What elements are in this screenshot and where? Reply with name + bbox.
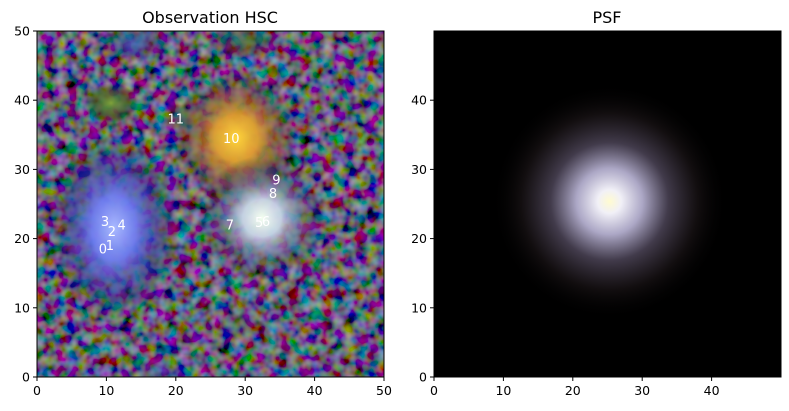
left-y-tick-label: 20: [14, 231, 30, 246]
left-y-tick-label: 30: [14, 162, 30, 177]
left-x-tick-label: 50: [376, 383, 392, 398]
right-axes-frame: [433, 30, 782, 378]
left-x-tick-label: 40: [307, 383, 323, 398]
source-label: 1: [106, 239, 114, 254]
right-y-tick-label: 30: [411, 162, 427, 177]
left-axes-frame: [36, 30, 385, 378]
right-panel-title: PSF: [592, 8, 621, 27]
source-label: 3: [101, 215, 109, 230]
source-label: 7: [226, 218, 234, 233]
left-x-tick-label: 30: [237, 383, 253, 398]
right-y-tick-label: 10: [411, 300, 427, 315]
source-label: 0: [99, 242, 107, 257]
psf-image: [434, 31, 781, 377]
left-y-tick-label: 0: [22, 370, 30, 385]
left-x-tick-label: 20: [168, 383, 184, 398]
right-y-tick-label: 40: [411, 93, 427, 108]
right-x-tick-label: 10: [495, 383, 511, 398]
right-x-tick-label: 40: [704, 383, 720, 398]
left-y-tick-label: 40: [14, 93, 30, 108]
source-label: 2: [108, 225, 116, 240]
left-y-ticks: 0 10 20 30 40 50: [14, 24, 37, 385]
source-label: 9: [272, 173, 280, 188]
right-x-tick-label: 0: [430, 383, 438, 398]
left-y-tick-label: 50: [14, 24, 30, 39]
source-label: 4: [118, 218, 126, 233]
source-label: 6: [262, 215, 270, 230]
right-x-tick-label: 30: [634, 383, 650, 398]
right-y-tick-label: 20: [411, 231, 427, 246]
right-x-tick-label: 20: [565, 383, 581, 398]
right-y-tick-label: 0: [419, 370, 427, 385]
source-label: 5: [255, 216, 263, 231]
left-y-tick-label: 10: [14, 300, 30, 315]
right-y-ticks: 0 10 20 30 40: [411, 93, 434, 385]
source-label: 11: [168, 112, 185, 127]
left-x-ticks: 0 10 20 30 40 50: [33, 377, 392, 398]
left-x-tick-label: 0: [33, 383, 41, 398]
left-x-tick-label: 10: [98, 383, 114, 398]
left-panel-title: Observation HSC: [142, 8, 278, 27]
right-x-ticks: 0 10 20 30 40: [430, 377, 720, 398]
source-label: 10: [223, 132, 240, 147]
observation-image: [37, 31, 384, 377]
source-label: 8: [269, 187, 277, 202]
